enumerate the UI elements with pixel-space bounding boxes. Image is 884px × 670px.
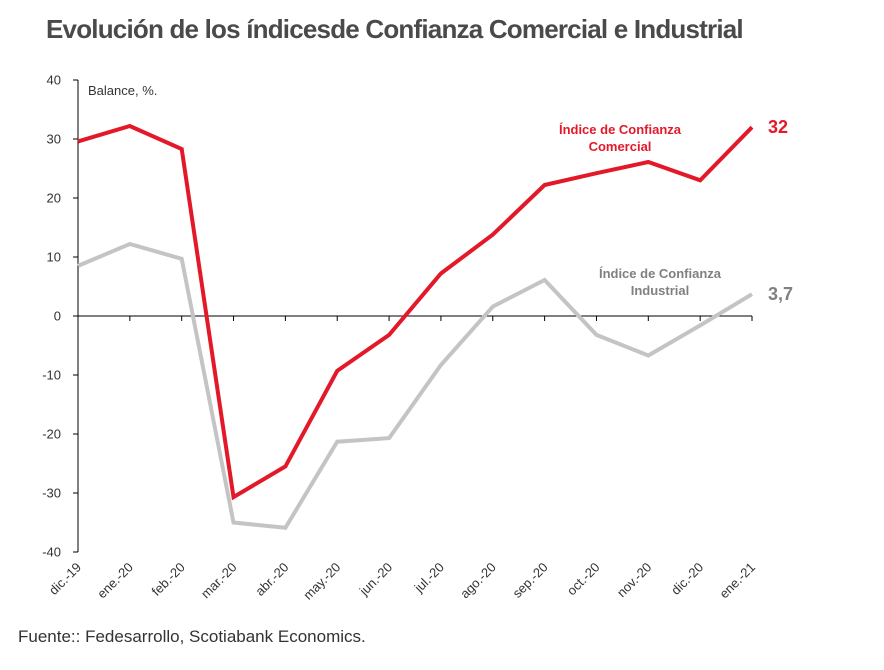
x-tick-label: jun.-20 — [356, 560, 395, 599]
x-tick-label: oct.-20 — [564, 560, 603, 599]
x-tick-label: mar.-20 — [198, 560, 240, 602]
chart-title: Evolución de los índicesde Confianza Com… — [46, 14, 744, 44]
x-tick-label: ago.-20 — [457, 560, 499, 602]
x-tick-label: ene.-20 — [94, 560, 136, 602]
y-tick-label: 30 — [47, 132, 61, 147]
x-tick-label: ene.-21 — [716, 560, 758, 602]
series-line-industrial — [77, 241, 754, 530]
end-value-comercial: 32 — [768, 117, 788, 137]
series-label-comercial-line2: Comercial — [589, 139, 652, 154]
x-tick-label: may.-20 — [300, 560, 343, 603]
series-label-industrial-line2: Industrial — [631, 283, 690, 298]
end-value-industrial: 3,7 — [768, 284, 793, 304]
series-line-comercial — [77, 123, 754, 501]
y-axis-label: Balance, %. — [88, 83, 157, 98]
x-tick-label: nov.-20 — [614, 560, 655, 601]
y-tick-label: 0 — [54, 309, 61, 324]
x-tick-label: jul.-20 — [411, 560, 447, 596]
x-tick-label: dic.-19 — [46, 560, 84, 598]
y-tick-label: -40 — [42, 545, 61, 560]
x-tick-label: sep.-20 — [509, 560, 550, 601]
y-tick-label: -30 — [42, 486, 61, 501]
y-tick-label: 20 — [47, 191, 61, 206]
x-tick-label: dic.-20 — [668, 560, 706, 598]
series-label-comercial-line1: Índice de Confianza — [559, 122, 682, 137]
source-note: Fuente:: Fedesarrollo, Scotiabank Econom… — [18, 627, 366, 646]
x-tick-label: feb.-20 — [149, 560, 188, 599]
y-tick-label: -10 — [42, 368, 61, 383]
y-tick-label: 40 — [47, 73, 61, 88]
x-tick-label: abr.-20 — [252, 560, 291, 599]
y-tick-label: 10 — [47, 250, 61, 265]
series-label-industrial-line1: Índice de Confianza — [599, 266, 722, 281]
y-tick-label: -20 — [42, 427, 61, 442]
